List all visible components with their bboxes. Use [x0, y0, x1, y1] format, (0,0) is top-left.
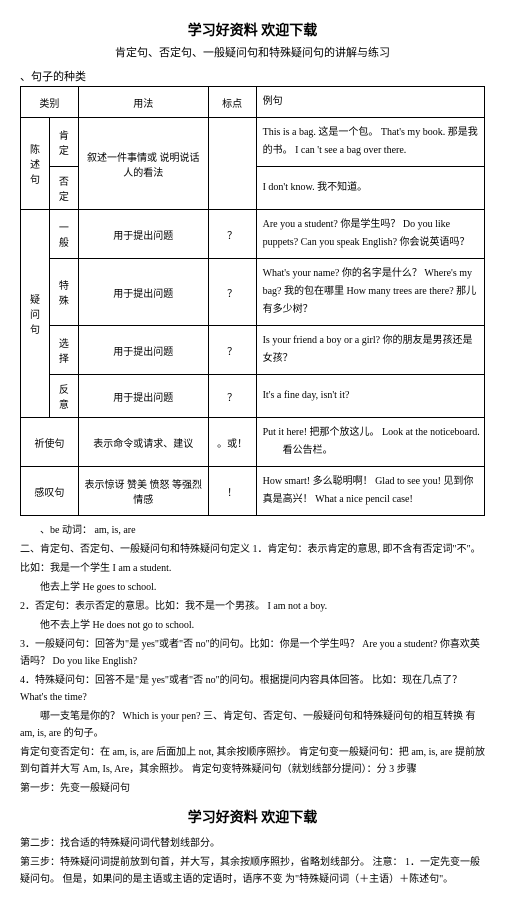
page-title: 学习好资料 欢迎下载 — [20, 20, 485, 40]
table-row: 祈使句 表示命令或请求、建议 。或！ Put it here! 把那个放这儿。 … — [21, 418, 485, 467]
body-p10: 肯定句变否定句：在 am, is, are 后面加上 not, 其余按顺序照抄。… — [20, 744, 485, 778]
cell-sub: 肯定 — [49, 118, 78, 167]
cell-example: I don't know. 我不知道。 — [256, 167, 484, 210]
cell-sub: 否定 — [49, 167, 78, 210]
cell-sub: 特殊 — [49, 259, 78, 326]
cell-example: Are you a student? 你是学生吗？ Do you like pu… — [256, 210, 484, 259]
body-p9: 哪一支笔是你的？ Which is your pen? 三、肯定句、否定句、一般… — [20, 708, 485, 742]
cell-example: Put it here! 把那个放这儿。 Look at the noticeb… — [256, 418, 484, 467]
body-p8: 4．特殊疑问句：回答不是"是 yes"或者"否 no"的问句。根据提问内容具体回… — [20, 672, 485, 706]
cell-sub: 选择 — [49, 326, 78, 375]
cell-type: 感叹句 — [21, 467, 79, 516]
cell-punct: ？ — [208, 375, 256, 418]
cell-sub: 反意 — [49, 375, 78, 418]
body-text: 、be 动词： am, is, are 二、肯定句、否定句、一般疑问句和特殊疑问… — [20, 522, 485, 888]
cell-usage: 叙述一件事情或 说明说话人的看法 — [78, 118, 208, 210]
cell-usage: 表示命令或请求、建议 — [78, 418, 208, 467]
cell-sub: 一般 — [49, 210, 78, 259]
cell-punct: 。或！ — [208, 418, 256, 467]
page-subtitle: 肯定句、否定句、一般疑问句和特殊疑问句的讲解与练习 — [20, 44, 485, 60]
cell-type: 疑问句 — [21, 210, 50, 418]
header-example: 例句 — [256, 87, 484, 118]
body-p6: 他不去上学 He does not go to school. — [20, 617, 485, 634]
cell-example: This is a bag. 这是一个包。 That's my book. 那是… — [256, 118, 484, 167]
cell-example: What's your name? 你的名字是什么？ Where's my ba… — [256, 259, 484, 326]
cell-punct: ？ — [208, 210, 256, 259]
cell-usage: 用于提出问题 — [78, 326, 208, 375]
table-header-row: 类别 用法 标点 例句 — [21, 87, 485, 118]
cell-type: 祈使句 — [21, 418, 79, 467]
header-punct: 标点 — [208, 87, 256, 118]
table-row: 反意 用于提出问题 ？ It's a fine day, isn't it? — [21, 375, 485, 418]
cell-usage: 用于提出问题 — [78, 210, 208, 259]
table-row: 感叹句 表示惊讶 赞美 愤怒 等强烈情感 ！ How smart! 多么聪明啊！… — [21, 467, 485, 516]
cell-usage: 用于提出问题 — [78, 375, 208, 418]
cell-punct: ？ — [208, 259, 256, 326]
cell-punct: ？ — [208, 326, 256, 375]
header-usage: 用法 — [78, 87, 208, 118]
table-row: 选择 用于提出问题 ？ Is your friend a boy or a gi… — [21, 326, 485, 375]
sentence-types-table: 类别 用法 标点 例句 陈述句 肯定 叙述一件事情或 说明说话人的看法 This… — [20, 86, 485, 516]
table-row: 陈述句 肯定 叙述一件事情或 说明说话人的看法 This is a bag. 这… — [21, 118, 485, 167]
body-p13: 第三步：特殊疑问词提前放到句首，并大写，其余按顺序照抄，省略划线部分。 注意： … — [20, 854, 485, 888]
cell-punct: ！ — [208, 467, 256, 516]
cell-example: Is your friend a boy or a girl? 你的朋友是男孩还… — [256, 326, 484, 375]
body-p5: 2．否定句：表示否定的意思。比如：我不是一个男孩。 I am not a boy… — [20, 598, 485, 615]
cell-usage: 表示惊讶 赞美 愤怒 等强烈情感 — [78, 467, 208, 516]
body-p11: 第一步：先变一般疑问句 — [20, 780, 485, 797]
body-p4: 他去上学 He goes to school. — [20, 579, 485, 596]
cell-example: It's a fine day, isn't it? — [256, 375, 484, 418]
body-p3: 比如：我是一个学生 I am a student. — [20, 560, 485, 577]
cell-punct — [208, 118, 256, 210]
section-label: 、句子的种类 — [20, 68, 485, 84]
cell-type: 陈述句 — [21, 118, 50, 210]
cell-usage: 用于提出问题 — [78, 259, 208, 326]
body-p1: 、be 动词： am, is, are — [20, 522, 485, 539]
table-row: 特殊 用于提出问题 ？ What's your name? 你的名字是什么？ W… — [21, 259, 485, 326]
table-row: 疑问句 一般 用于提出问题 ？ Are you a student? 你是学生吗… — [21, 210, 485, 259]
body-p12: 第二步：找合适的特殊疑问词代替划线部分。 — [20, 835, 485, 852]
body-p7: 3．一般疑问句：回答为"是 yes"或者"否 no"的问句。比如：你是一个学生吗… — [20, 636, 485, 670]
body-p2: 二、肯定句、否定句、一般疑问句和特殊疑问句定义 1．肯定句：表示肯定的意思, 即… — [20, 541, 485, 558]
header-type: 类别 — [21, 87, 79, 118]
cell-example: How smart! 多么聪明啊！ Glad to see you! 见到你真是… — [256, 467, 484, 516]
footer-title: 学习好资料 欢迎下载 — [20, 807, 485, 831]
